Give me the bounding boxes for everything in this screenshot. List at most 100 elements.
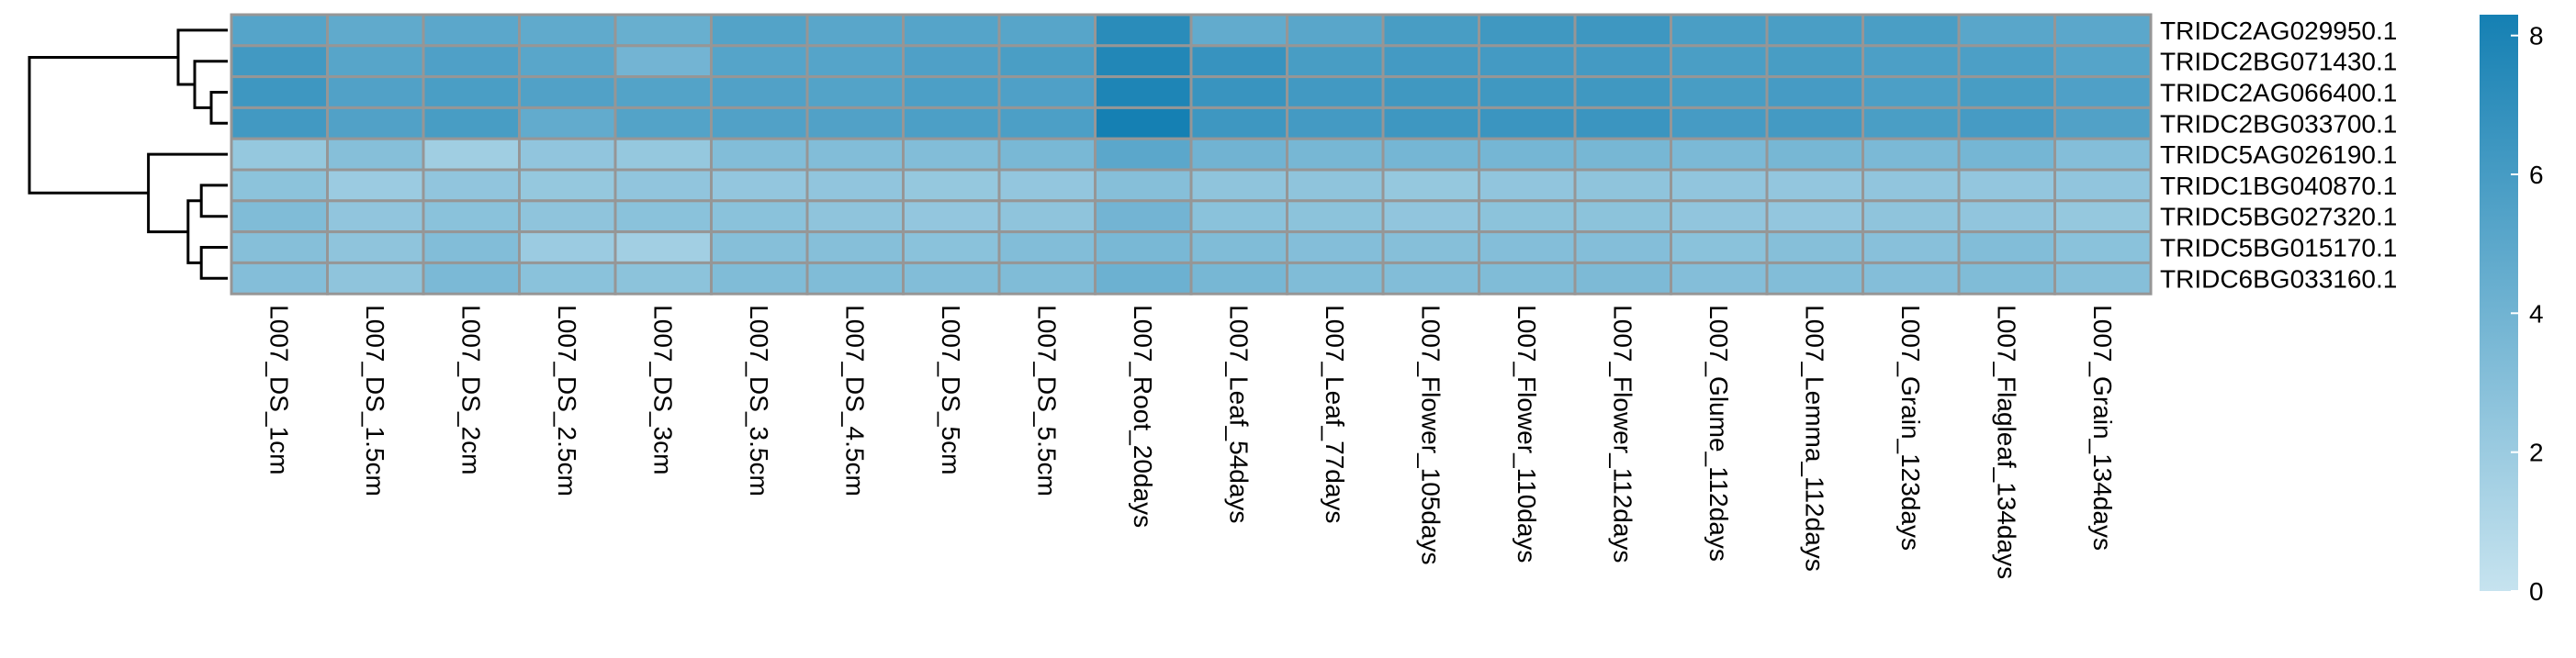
heatmap-cell xyxy=(997,230,1097,264)
row-label: TRIDC2AG066400.1 xyxy=(2160,79,2397,107)
heatmap-cell xyxy=(326,44,425,79)
column-label: L007_DS_3cm xyxy=(648,305,677,474)
column-label: L007_DS_3.5cm xyxy=(745,305,773,496)
heatmap-cell xyxy=(1478,137,1577,172)
heatmap-cell xyxy=(1862,230,1961,264)
heatmap-cell xyxy=(710,261,809,296)
heatmap-cell xyxy=(422,44,521,79)
dendrogram-branch xyxy=(199,246,228,280)
legend-tick-label: 6 xyxy=(2529,161,2544,189)
heatmap-cell xyxy=(710,137,809,172)
heatmap-cell xyxy=(1189,199,1288,234)
heatmap-cell xyxy=(1381,261,1480,296)
heatmap-cell xyxy=(2053,261,2153,296)
heatmap-cell xyxy=(518,137,617,172)
heatmap-cell xyxy=(1862,44,1961,79)
heatmap-cell xyxy=(230,168,329,203)
heatmap-cell xyxy=(1957,168,2056,203)
heatmap-cell xyxy=(326,199,425,234)
heatmap-cell xyxy=(1670,199,1769,234)
column-label: L007_DS_2cm xyxy=(456,305,485,474)
heatmap-cell xyxy=(422,199,521,234)
heatmap-cell xyxy=(613,13,713,48)
heatmap-cell xyxy=(326,106,425,140)
heatmap-cell xyxy=(1094,106,1193,140)
heatmap-cell xyxy=(997,168,1097,203)
heatmap-cell xyxy=(2053,13,2153,48)
heatmap-cell xyxy=(1381,168,1480,203)
heatmap-cell xyxy=(1478,230,1577,264)
row-labels: TRIDC2AG029950.1 TRIDC2BG071430.1 TRIDC2AG… xyxy=(2160,17,2397,293)
heatmap-cell xyxy=(1765,44,1864,79)
heatmap-cell xyxy=(1381,230,1480,264)
heatmap-cell xyxy=(805,230,905,264)
heatmap-cell xyxy=(710,230,809,264)
heatmap-cell xyxy=(1573,137,1672,172)
column-label: L007_Flower_105days xyxy=(1416,305,1445,564)
heatmap-cell xyxy=(1094,44,1193,79)
heatmap-cell xyxy=(1670,75,1769,109)
heatmap-cell xyxy=(902,106,1001,140)
heatmap-cell xyxy=(1381,13,1480,48)
heatmap-cell xyxy=(1189,230,1288,264)
row-label: TRIDC5BG015170.1 xyxy=(2160,234,2397,262)
column-label: L007_Glume_112days xyxy=(1704,305,1733,562)
heatmap-cell xyxy=(997,199,1097,234)
heatmap-cell xyxy=(1478,75,1577,109)
heatmap-cell xyxy=(902,75,1001,109)
legend-tick-label: 0 xyxy=(2529,577,2544,606)
heatmap-cell xyxy=(230,230,329,264)
heatmap-cell xyxy=(1381,199,1480,234)
heatmap-cell xyxy=(805,261,905,296)
heatmap-cell xyxy=(1189,261,1288,296)
heatmap-cell xyxy=(1862,199,1961,234)
heatmap-cell xyxy=(805,75,905,109)
heatmap-cell xyxy=(1286,230,1385,264)
heatmap-cell xyxy=(326,13,425,48)
row-label: TRIDC2BG033700.1 xyxy=(2160,109,2397,138)
heatmap-cell xyxy=(1670,261,1769,296)
heatmap-cell xyxy=(1573,13,1672,48)
heatmap-cell xyxy=(1862,13,1961,48)
row-label: TRIDC2BG071430.1 xyxy=(2160,48,2397,76)
column-label: L007_Leaf_77days xyxy=(1321,305,1349,523)
heatmap-cell xyxy=(2053,199,2153,234)
heatmap-cell xyxy=(1286,168,1385,203)
heatmap-cell xyxy=(1573,199,1672,234)
heatmap-cell xyxy=(805,199,905,234)
heatmap-cell xyxy=(710,106,809,140)
heatmap-cell xyxy=(2053,75,2153,109)
heatmap-cell xyxy=(1573,168,1672,203)
heatmap-cell xyxy=(518,261,617,296)
dendrogram-branch xyxy=(209,91,228,125)
heatmap-cell xyxy=(902,261,1001,296)
dendrogram-branch xyxy=(186,199,202,264)
heatmap-cell xyxy=(1189,106,1288,140)
heatmap-cell xyxy=(326,261,425,296)
legend-tick-label: 8 xyxy=(2529,22,2544,50)
heatmap-cell xyxy=(1957,230,2056,264)
heatmap-cell xyxy=(1094,13,1193,48)
heatmap-cell xyxy=(1286,261,1385,296)
column-label: L007_Root_20days xyxy=(1129,305,1157,528)
column-label: L007_Grain_123days xyxy=(1896,305,1925,551)
heatmap-cell xyxy=(710,168,809,203)
heatmap-cell xyxy=(2053,137,2153,172)
heatmap-cell xyxy=(1957,137,2056,172)
heatmap-cell xyxy=(1862,75,1961,109)
dendrogram-branch xyxy=(176,28,228,86)
heatmap-cell xyxy=(1189,75,1288,109)
legend-color-bar xyxy=(2480,15,2518,591)
heatmap-cell xyxy=(1381,44,1480,79)
heatmap-cell xyxy=(805,137,905,172)
heatmap-cell xyxy=(230,13,329,48)
heatmap-cell xyxy=(1286,44,1385,79)
heatmap-cell xyxy=(2053,106,2153,140)
heatmap-cell xyxy=(1286,137,1385,172)
heatmap-cell xyxy=(1670,137,1769,172)
heatmap-cell xyxy=(1573,75,1672,109)
heatmap-cell xyxy=(1957,199,2056,234)
column-label: L007_Flagleaf_134days xyxy=(1992,305,2020,579)
row-label: TRIDC6BG033160.1 xyxy=(2160,264,2397,293)
heatmap-cell xyxy=(1573,106,1672,140)
